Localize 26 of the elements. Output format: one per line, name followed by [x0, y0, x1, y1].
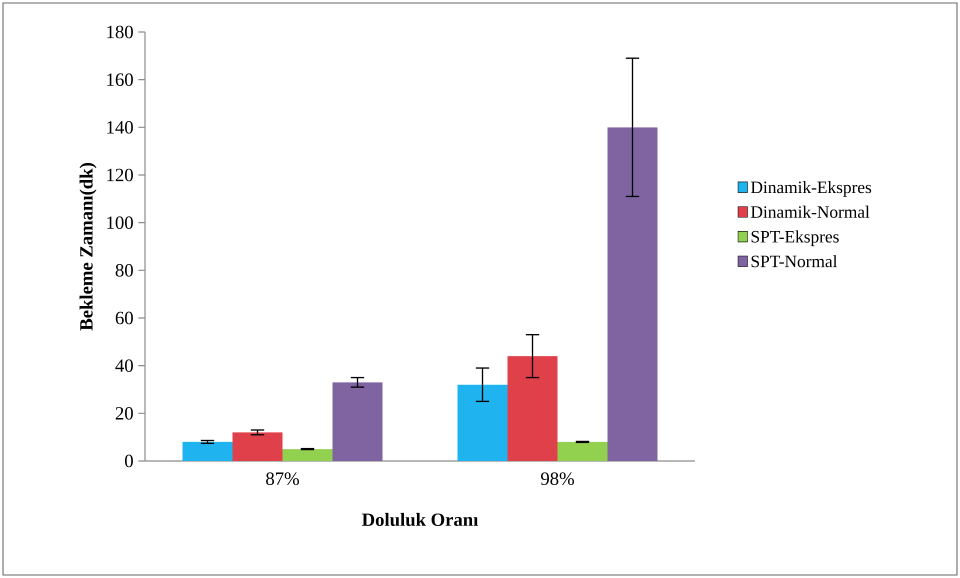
bar	[508, 356, 558, 461]
y-tick-label: 120	[107, 168, 133, 182]
legend-label: Dinamik-Normal	[750, 206, 870, 218]
bar	[182, 442, 233, 461]
y-tick-label: 20	[116, 407, 133, 420]
bar	[232, 432, 283, 461]
legend-label: SPT-Ekspres	[752, 230, 839, 246]
y-tick-label: 180	[107, 26, 133, 38]
y-tick-label: 0	[125, 454, 133, 468]
bar	[458, 384, 508, 461]
bar	[608, 127, 658, 461]
y-tick-label: 140	[107, 121, 133, 134]
x-axis-title: Doluluk Oranı	[362, 512, 478, 526]
y-axis-title: Bekleme Zamanı(dk)	[80, 163, 96, 330]
legend-label: Dinamik-Ekspres	[750, 180, 872, 197]
y-tick-label: 40	[115, 359, 133, 372]
bar	[282, 449, 333, 461]
bar	[332, 382, 383, 461]
legend-label: SPT-Normal	[752, 255, 838, 268]
x-tick-label: 98%	[541, 472, 574, 486]
x-tick-label: 87%	[266, 472, 299, 486]
bar	[558, 442, 608, 461]
y-tick-label: 60	[116, 312, 133, 324]
y-tick-label: 80	[116, 264, 133, 277]
y-tick-label: 100	[107, 216, 133, 229]
y-tick-label: 160	[107, 73, 133, 86]
